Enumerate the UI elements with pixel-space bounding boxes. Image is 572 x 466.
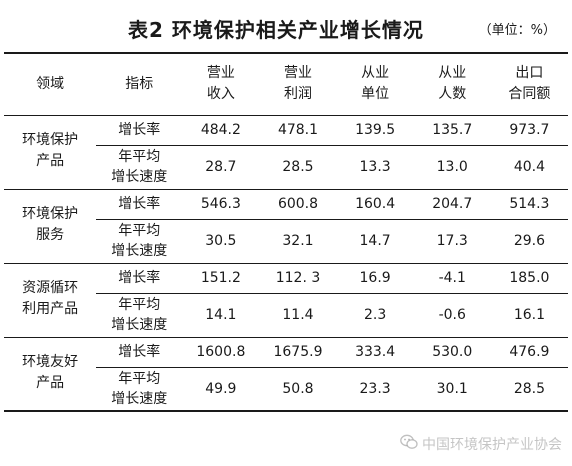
- domain-cell: 环境保护 产品: [4, 115, 97, 190]
- value-cell: 13.3: [336, 145, 414, 190]
- value-cell: 49.9: [182, 367, 260, 412]
- value-cell: 2.3: [336, 293, 414, 338]
- metric-cell: 年平均 增长速度: [96, 145, 183, 190]
- value-cell: 333.4: [336, 337, 414, 368]
- watermark: 中国环境保护产业协会: [400, 434, 562, 454]
- value-cell: 1675.9: [259, 337, 337, 368]
- header-units: 从业 单位: [336, 52, 414, 116]
- value-cell: 151.2: [182, 263, 260, 294]
- metric-cell: 年平均 增长速度: [96, 367, 183, 412]
- value-cell: 478.1: [259, 115, 337, 146]
- metric-cell: 年平均 增长速度: [96, 293, 183, 338]
- header-profit: 营业 利润: [259, 52, 337, 116]
- growth-table: 领域 指标 营业 收入 营业 利润 从业 单位 从业 人数 出口 合同额 环境保护 产品 增…: [4, 52, 568, 412]
- table-row: 年平均 增长速度 49.9 50.8 23.3 30.1 28.5: [4, 367, 568, 412]
- table-row: 年平均 增长速度 30.5 32.1 14.7 17.3 29.6: [4, 219, 568, 264]
- table-row: 环境保护 服务 增长率 546.3 600.8 160.4 204.7 514.3: [4, 189, 568, 264]
- value-cell: 530.0: [413, 337, 491, 368]
- value-cell: 514.3: [490, 189, 568, 220]
- value-cell: 160.4: [336, 189, 414, 220]
- metric-cell: 增长率: [96, 263, 183, 294]
- header-employees: 从业 人数: [413, 52, 491, 116]
- value-cell: 30.5: [182, 219, 260, 264]
- value-cell: 13.0: [413, 145, 491, 190]
- value-cell: 28.7: [182, 145, 260, 190]
- header-revenue: 营业 收入: [182, 52, 260, 116]
- value-cell: -0.6: [413, 293, 491, 338]
- value-cell: 28.5: [490, 367, 568, 412]
- value-cell: 484.2: [182, 115, 260, 146]
- value-cell: 139.5: [336, 115, 414, 146]
- value-cell: 185.0: [490, 263, 568, 294]
- header-domain: 领域: [4, 52, 97, 116]
- value-cell: 1600.8: [182, 337, 260, 368]
- table-row: 年平均 增长速度 28.7 28.5 13.3 13.0 40.4: [4, 145, 568, 190]
- value-cell: 112. 3: [259, 263, 337, 294]
- table-row: 环境友好 产品 增长率 1600.8 1675.9 333.4 530.0 476…: [4, 337, 568, 412]
- value-cell: 14.1: [182, 293, 260, 338]
- watermark-text: 中国环境保护产业协会: [422, 437, 562, 453]
- table-row: 资源循环 利用产品 增长率 151.2 112. 3 16.9 -4.1 185.…: [4, 263, 568, 338]
- header-export: 出口 合同额: [490, 52, 568, 116]
- table-row: 年平均 增长速度 14.1 11.4 2.3 -0.6 16.1: [4, 293, 568, 338]
- value-cell: 11.4: [259, 293, 337, 338]
- value-cell: 14.7: [336, 219, 414, 264]
- value-cell: 28.5: [259, 145, 337, 190]
- table-row: 环境保护 产品 增长率 484.2 478.1 139.5 135.7 973.7: [4, 115, 568, 190]
- value-cell: 29.6: [490, 219, 568, 264]
- value-cell: 16.1: [490, 293, 568, 338]
- value-cell: 32.1: [259, 219, 337, 264]
- header-row: 领域 指标 营业 收入 营业 利润 从业 单位 从业 人数 出口 合同额: [4, 52, 568, 116]
- domain-cell: 环境保护 服务: [4, 189, 97, 264]
- value-cell: 204.7: [413, 189, 491, 220]
- value-cell: 16.9: [336, 263, 414, 294]
- metric-cell: 增长率: [96, 115, 183, 146]
- metric-cell: 年平均 增长速度: [96, 219, 183, 264]
- value-cell: 135.7: [413, 115, 491, 146]
- domain-cell: 环境友好 产品: [4, 337, 97, 412]
- value-cell: -4.1: [413, 263, 491, 294]
- value-cell: 17.3: [413, 219, 491, 264]
- domain-cell: 资源循环 利用产品: [4, 263, 97, 338]
- metric-cell: 增长率: [96, 189, 183, 220]
- table-title: 表2 环境保护相关产业增长情况: [128, 18, 424, 42]
- title-bar: 表2 环境保护相关产业增长情况 （单位：%）: [0, 0, 572, 52]
- value-cell: 50.8: [259, 367, 337, 412]
- value-cell: 600.8: [259, 189, 337, 220]
- header-metric: 指标: [96, 52, 183, 116]
- value-cell: 973.7: [490, 115, 568, 146]
- value-cell: 30.1: [413, 367, 491, 412]
- value-cell: 40.4: [490, 145, 568, 190]
- value-cell: 23.3: [336, 367, 414, 412]
- unit-label: （单位：%）: [478, 23, 556, 38]
- metric-cell: 增长率: [96, 337, 183, 368]
- wechat-icon: [400, 434, 418, 454]
- value-cell: 546.3: [182, 189, 260, 220]
- value-cell: 476.9: [490, 337, 568, 368]
